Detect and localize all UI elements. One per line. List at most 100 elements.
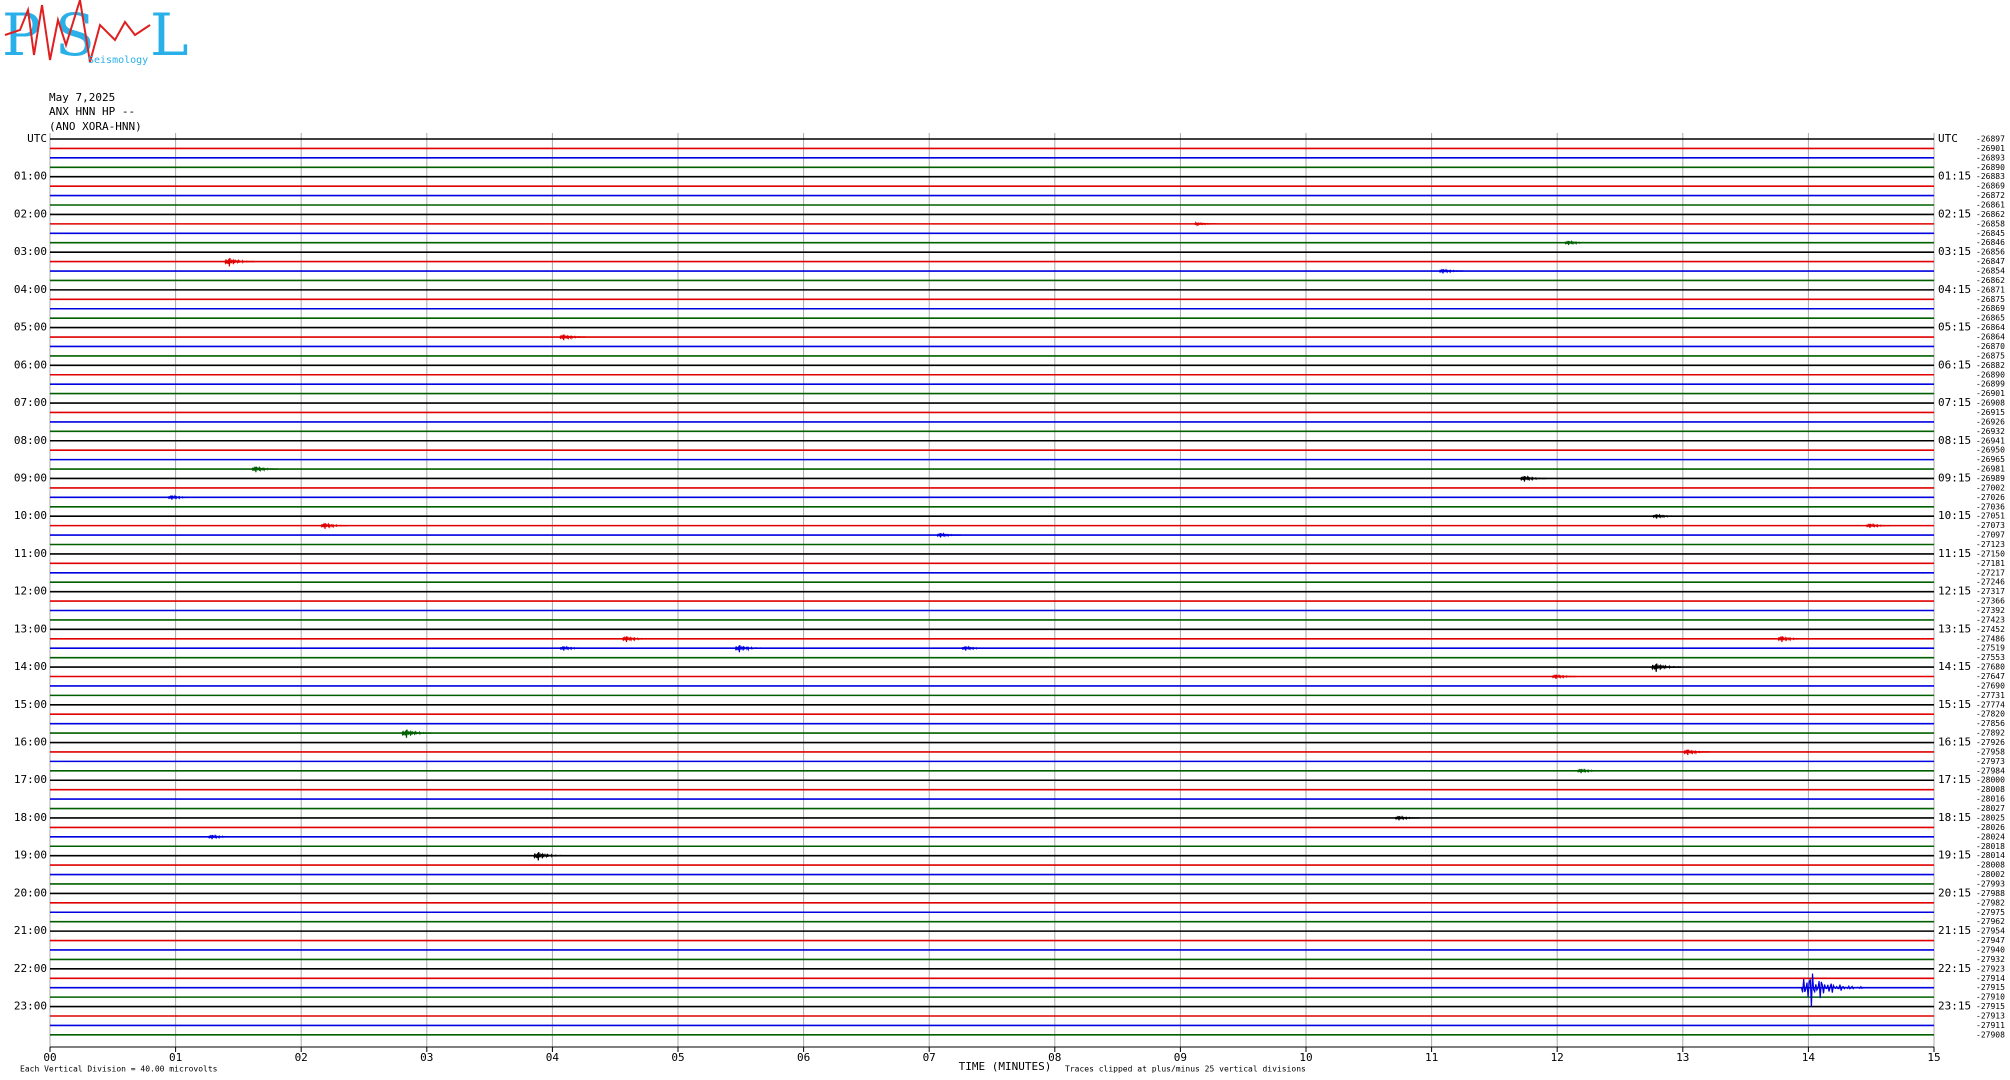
title: May 7,2025 [49, 91, 115, 104]
seismic-event [1683, 749, 1710, 756]
trace-offset: -26871 [1976, 285, 2005, 294]
trace-offset: -28000 [1976, 776, 2005, 785]
time-label: 03:00 [14, 245, 47, 258]
time-label: 05:00 [14, 321, 47, 334]
trace-offset: -27423 [1976, 615, 2005, 624]
trace-offset: -26981 [1976, 465, 2005, 474]
time-label: 08:15 [1938, 434, 1971, 447]
trace-offset: -28024 [1976, 832, 2005, 841]
trace-offset: -27820 [1976, 710, 2005, 719]
time-label: 19:15 [1938, 849, 1971, 862]
trace-offset: -26932 [1976, 427, 2005, 436]
x-tick-label: 01 [169, 1051, 182, 1064]
trace-offset: -27073 [1976, 521, 2005, 530]
logo-wave [4, 0, 151, 63]
trace-offset: -28014 [1976, 851, 2005, 860]
trace-offset: -27452 [1976, 625, 2005, 634]
x-tick-label: 11 [1425, 1051, 1438, 1064]
logo: P S L Seismology [2, 0, 189, 69]
trace-offset: -27926 [1976, 738, 2005, 747]
trace-offset: -27914 [1976, 974, 2005, 983]
seismic-event [559, 334, 586, 341]
trace-offset: -27993 [1976, 879, 2005, 888]
x-tick-label: 04 [546, 1051, 560, 1064]
trace-offset: -26865 [1976, 314, 2005, 323]
trace-offset: -26901 [1976, 144, 2005, 153]
seismic-event [559, 645, 585, 651]
time-label: 21:15 [1938, 924, 1971, 937]
trace-offset: -27892 [1976, 729, 2005, 738]
x-tick-label: 03 [420, 1051, 433, 1064]
trace-offset: -28002 [1976, 870, 2005, 879]
trace-offset: -26869 [1976, 304, 2005, 313]
seismic-event [401, 729, 432, 738]
time-label: 11:00 [14, 547, 47, 560]
logo-letter: S [55, 1, 95, 69]
trace-offset: -28018 [1976, 842, 2005, 851]
trace-offset: -27026 [1976, 493, 2005, 502]
seismic-event [936, 532, 962, 538]
time-label: UTC [1938, 132, 1958, 145]
trace-offset: -27973 [1976, 757, 2005, 766]
time-label: 11:15 [1938, 547, 1971, 560]
time-label: 14:15 [1938, 660, 1971, 673]
trace-offset: -27975 [1976, 908, 2005, 917]
trace-offset: -26864 [1976, 323, 2005, 332]
trace-offset: -26941 [1976, 436, 2005, 445]
trace-offset: -26965 [1976, 455, 2005, 464]
seismic-event [208, 834, 233, 840]
seismic-event [1194, 221, 1217, 227]
x-tick-label: 13 [1676, 1051, 1689, 1064]
trace-offset: -27774 [1976, 700, 2005, 709]
trace-offset: -26908 [1976, 399, 2005, 408]
time-label: 15:00 [14, 698, 47, 711]
trace-offset: -27856 [1976, 719, 2005, 728]
time-label: UTC [27, 132, 47, 145]
time-label: 20:00 [14, 886, 47, 899]
trace-offset: -26875 [1976, 351, 2005, 360]
seismic-event [1651, 663, 1682, 672]
trace-offset: -27217 [1976, 568, 2005, 577]
trace-offset: -26901 [1976, 389, 2005, 398]
trace-offset: -27947 [1976, 936, 2005, 945]
time-label: 04:00 [14, 283, 47, 296]
trace-offset: -27150 [1976, 549, 2005, 558]
trace-offset: -26862 [1976, 210, 2005, 219]
trace-offset: -28008 [1976, 785, 2005, 794]
trace-offset: -27911 [1976, 1021, 2005, 1030]
seismic-event [622, 635, 649, 643]
trace-offset: -27123 [1976, 540, 2005, 549]
seismic-event [1551, 673, 1577, 679]
trace-offset: -26854 [1976, 267, 2005, 276]
trace-offset: -27908 [1976, 1030, 2005, 1039]
trace-offset: -27962 [1976, 917, 2005, 926]
time-label: 09:00 [14, 471, 47, 484]
time-label: 04:15 [1938, 283, 1971, 296]
time-label: 16:00 [14, 736, 47, 749]
seismic-event [1564, 239, 1589, 246]
seismic-event [734, 644, 764, 653]
trace-offset: -27036 [1976, 502, 2005, 511]
trace-offset: -27910 [1976, 993, 2005, 1002]
trace-offset: -26870 [1976, 342, 2005, 351]
trace-offset: -28027 [1976, 804, 2005, 813]
time-label: 15:15 [1938, 698, 1971, 711]
footer-note: Each Vertical Division = 40.00 microvolt… [20, 1065, 218, 1074]
time-label: 02:00 [14, 207, 47, 220]
seismic-event [1777, 635, 1805, 643]
x-tick-label: 08 [1048, 1051, 1061, 1064]
x-tick-label: 10 [1299, 1051, 1312, 1064]
trace-offset: -27915 [1976, 1002, 2005, 1011]
time-label: 13:00 [14, 622, 47, 635]
trace-offset: -26893 [1976, 153, 2005, 162]
x-tick-label: 14 [1802, 1051, 1816, 1064]
trace-offset: -27923 [1976, 964, 2005, 973]
trace-offset: -26989 [1976, 474, 2005, 483]
seismic-event [533, 852, 564, 861]
trace-offset: -27519 [1976, 644, 2005, 653]
x-tick-label: 06 [797, 1051, 810, 1064]
seismic-event [167, 494, 193, 500]
footer-note: Traces clipped at plus/minus 25 vertical… [1065, 1065, 1306, 1074]
trace-offset: -27392 [1976, 606, 2005, 615]
trace-offset: -26950 [1976, 446, 2005, 455]
